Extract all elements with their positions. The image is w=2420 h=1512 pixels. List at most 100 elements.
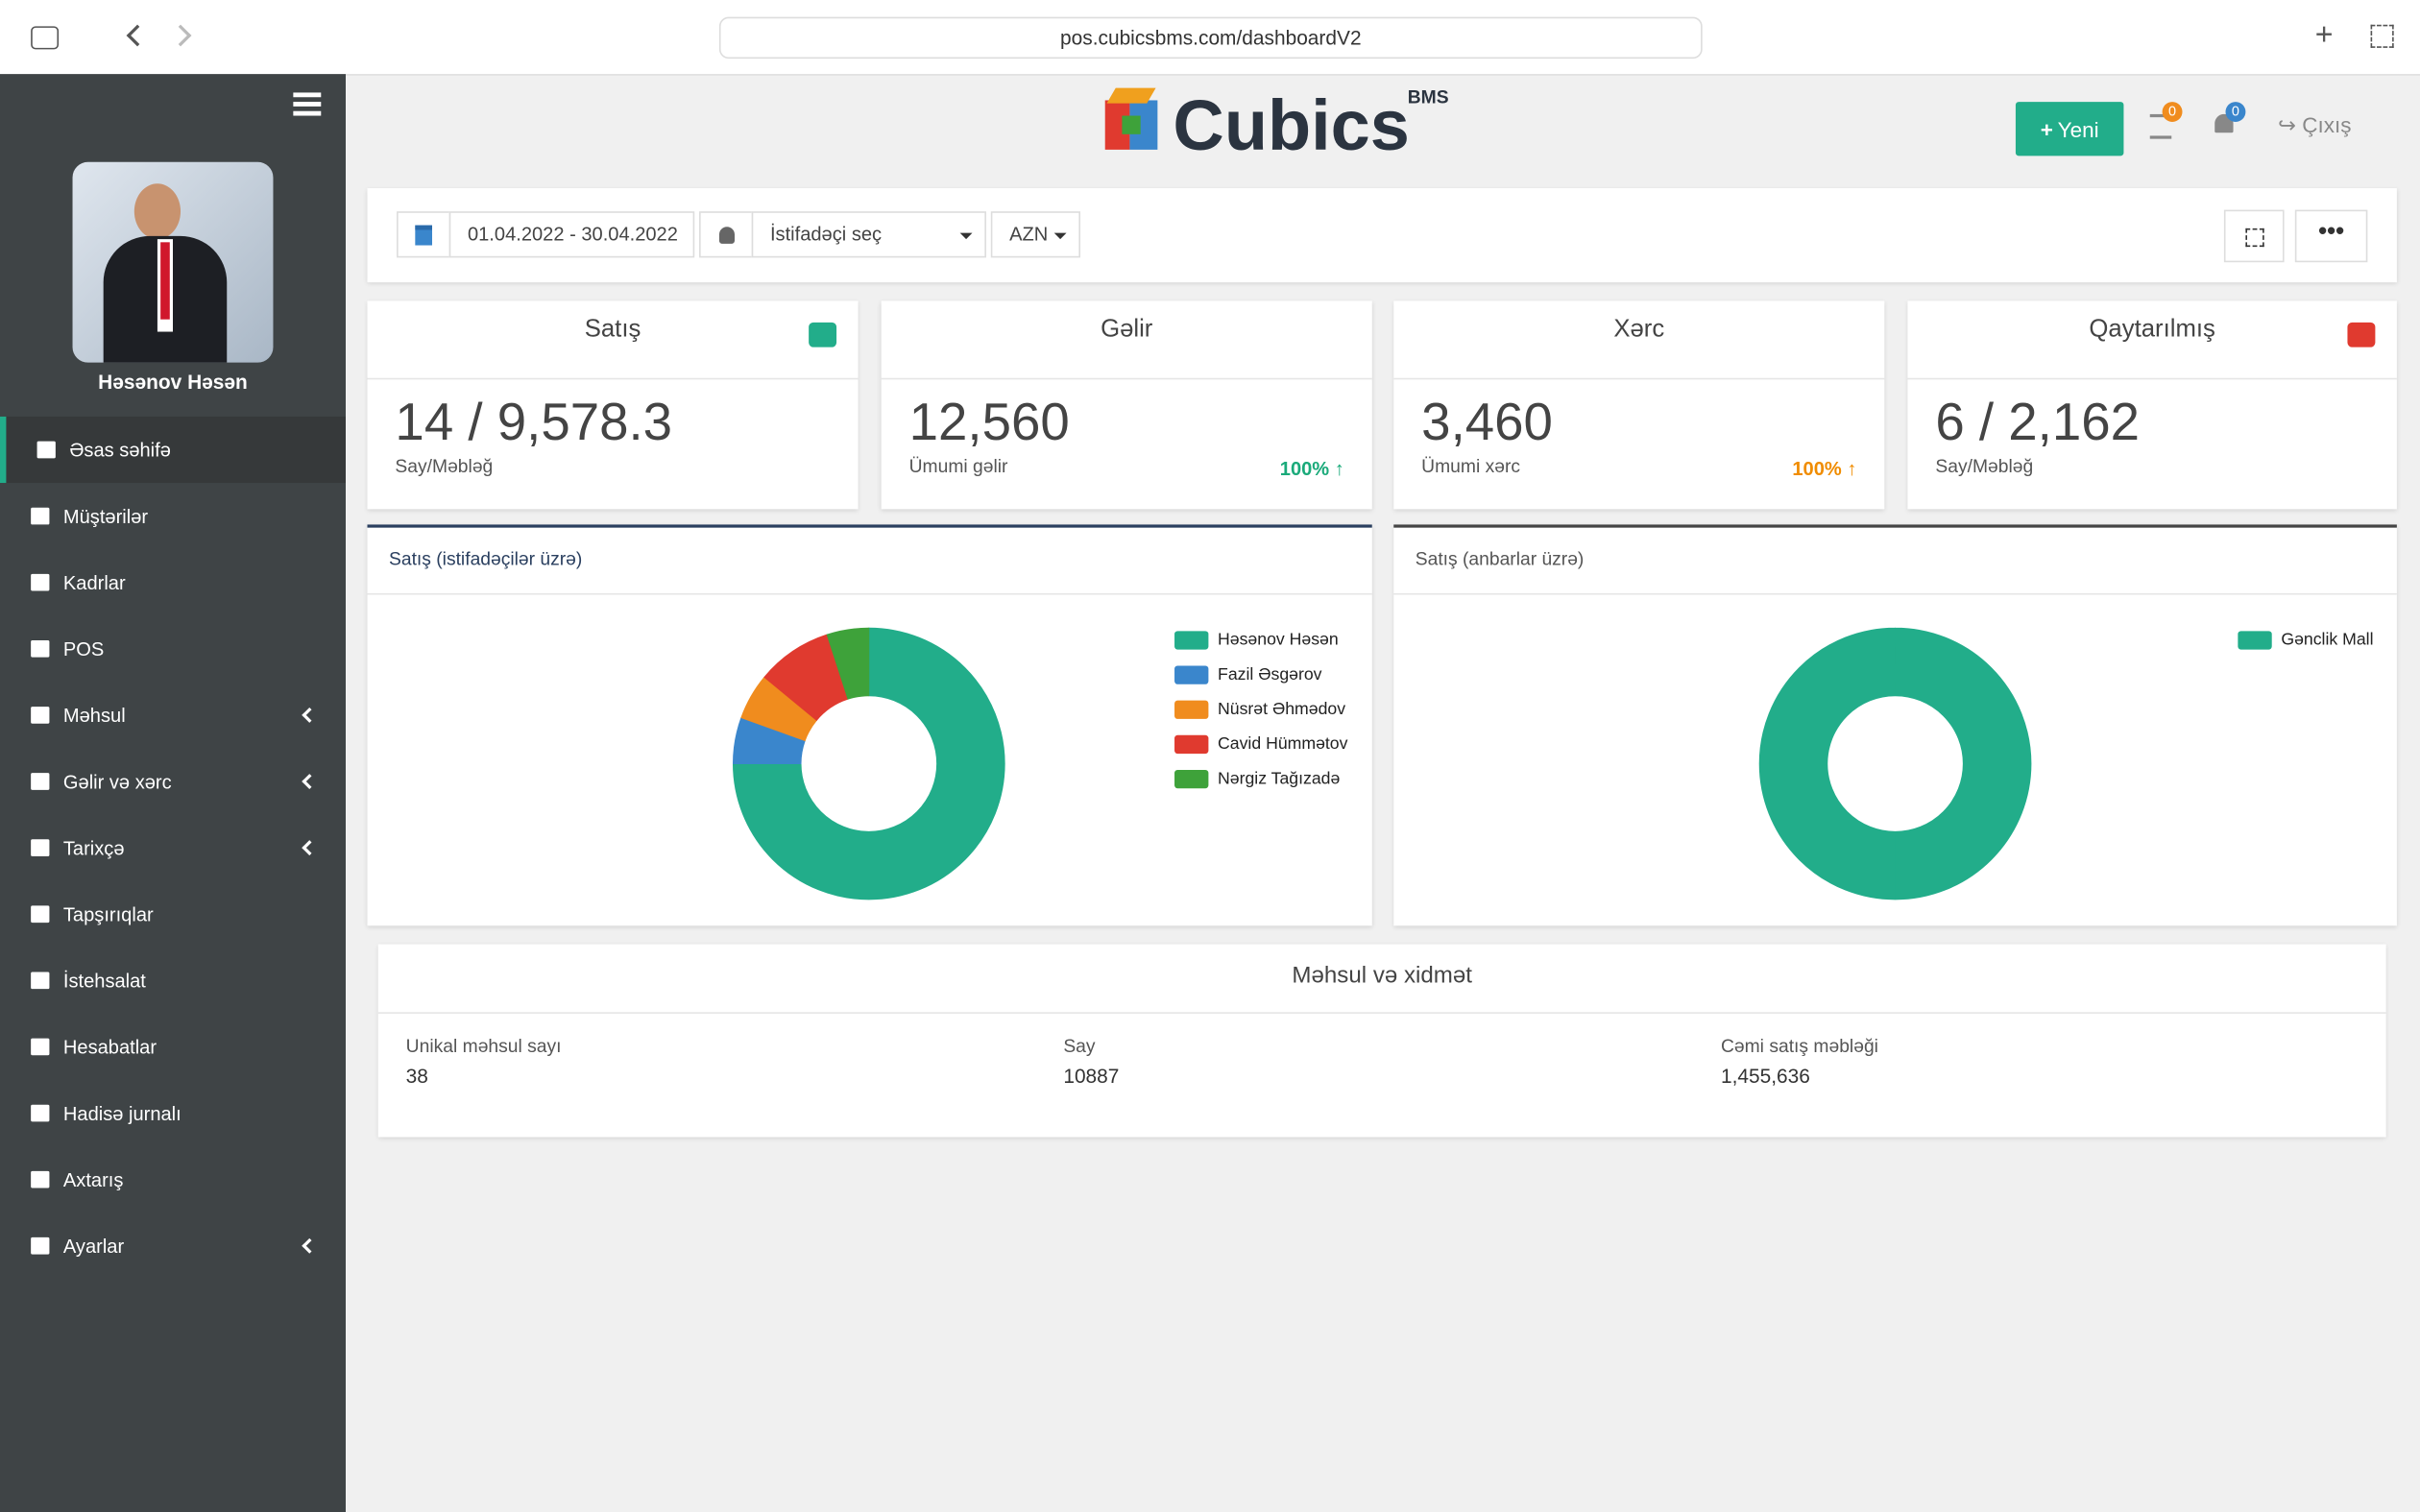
legend-swatch <box>1174 700 1209 719</box>
trend-icon: ↑ <box>1329 458 1344 480</box>
new-button[interactable]: + Yeni <box>2015 102 2124 156</box>
more-button[interactable]: ••• <box>2294 209 2368 263</box>
menu-item[interactable]: Ayarlar <box>0 1212 346 1279</box>
menu-toggle[interactable] <box>293 92 322 98</box>
menu-label: Tarixçə <box>62 836 125 859</box>
card-title: Gəlir <box>1101 316 1153 343</box>
change-value: 100% <box>1279 458 1330 480</box>
legend-swatch <box>1174 665 1209 684</box>
change-value: 100% <box>1792 458 1842 480</box>
menu-label: Müştərilər <box>62 505 149 527</box>
menu-icon <box>31 1038 50 1056</box>
date-range[interactable]: 01.04.2022 - 30.04.2022 <box>448 211 695 258</box>
card-subtitle: Say/Məbləğ <box>395 455 494 477</box>
menu-label: Axtarış <box>62 1168 124 1190</box>
legend-swatch <box>1174 769 1209 789</box>
menu-icon <box>31 839 50 856</box>
notification-badge: 0 <box>2225 102 2246 122</box>
tasks-icon[interactable] <box>2149 113 2172 139</box>
card-title: Qaytarılmış <box>2089 316 2215 343</box>
menu-label: İstehsalat <box>62 970 146 992</box>
trend-icon: ↑ <box>1841 458 1857 480</box>
tab-overview[interactable] <box>2370 24 2394 48</box>
menu-item[interactable]: Tapşırıqlar <box>0 881 346 948</box>
summary-label: Say <box>1063 1035 1096 1057</box>
donut-segment <box>732 627 1005 900</box>
menu-item[interactable]: Hesabatlar <box>0 1014 346 1080</box>
logo-sup: BMS <box>1407 86 1449 108</box>
menu-item[interactable]: Gəlir və xərc <box>0 748 346 814</box>
chart-title: Satış (anbarlar üzrə) <box>1416 549 1585 569</box>
menu-item[interactable]: Əsas səhifə <box>0 416 346 484</box>
avatar <box>72 161 274 363</box>
menu-icon <box>31 905 50 924</box>
card-value: 14 / 9,578.3 <box>395 393 673 452</box>
logo: Cubics <box>1173 84 1410 165</box>
menu-label: POS <box>62 637 105 660</box>
logo-icon <box>1104 87 1161 159</box>
menu-icon <box>36 441 56 459</box>
currency-text: AZN <box>1009 224 1049 246</box>
menu-label: Hadisə jurnalı <box>62 1102 182 1124</box>
card-change: 100% ↑ <box>1792 458 1856 480</box>
menu-item[interactable]: Hadisə jurnalı <box>0 1080 346 1146</box>
menu-icon <box>31 1236 50 1255</box>
card-value: 3,460 <box>1421 393 1553 452</box>
card-title: Satış <box>584 316 641 343</box>
user-icon[interactable] <box>699 211 754 258</box>
logout[interactable]: ↪ Çıxış <box>2278 112 2352 138</box>
menu-label: Hesabatlar <box>62 1036 157 1058</box>
summary-panel: Məhsul və xidmət Unikal məhsul sayı 38 Say… <box>377 944 2386 1138</box>
new-tab[interactable]: + <box>2314 18 2334 53</box>
legend-label: Həsənov Həsən <box>1218 630 1339 649</box>
stat-card: Gəlir 12,560 Ümumi gəlir 100% ↑ <box>881 300 1372 510</box>
divider <box>367 377 859 380</box>
menu-item[interactable]: Axtarış <box>0 1146 346 1212</box>
stat-card: Xərc 3,460 Ümumi xərc 100% ↑ <box>1393 300 1885 510</box>
menu-item[interactable]: Tarixçə <box>0 815 346 881</box>
menu-icon <box>31 1104 50 1122</box>
url: pos.cubicsbms.com/dashboardV2 <box>1060 26 1362 50</box>
menu-item[interactable]: Məhsul <box>0 682 346 748</box>
menu-icon <box>31 972 50 990</box>
menu-icon <box>31 507 50 525</box>
legend-label: Fazil Əsgərov <box>1218 664 1322 684</box>
divider <box>1907 377 2397 380</box>
menu-item[interactable]: Müştərilər <box>0 483 346 549</box>
summary-label: Unikal məhsul sayı <box>405 1035 562 1057</box>
menu-icon <box>31 707 50 724</box>
summary-title: Məhsul və xidmət <box>1292 962 1472 990</box>
menu-icon <box>31 773 50 790</box>
donut-segment <box>826 627 870 700</box>
stat-card: Qaytarılmış 6 / 2,162 Say/Məbləğ <box>1907 300 2397 510</box>
browser-toolbar: pos.cubicsbms.com/dashboardV2 + <box>0 0 2420 76</box>
summary-value: 1,455,636 <box>1720 1064 1810 1089</box>
date-range-text: 01.04.2022 - 30.04.2022 <box>467 224 678 246</box>
menu-label: Kadrlar <box>62 571 126 593</box>
summary-value: 10887 <box>1063 1064 1120 1089</box>
donut-segment <box>1758 627 2032 900</box>
legend-swatch <box>1174 631 1209 650</box>
address-bar[interactable]: pos.cubicsbms.com/dashboardV2 <box>718 16 1703 60</box>
tasks-badge: 0 <box>2162 102 2183 122</box>
menu-icon <box>31 573 50 591</box>
thumbs-down <box>2347 322 2376 348</box>
legend-swatch <box>2238 631 2272 650</box>
menu-label: Əsas səhifə <box>69 439 171 461</box>
logout-label: Çıxış <box>2302 112 2352 138</box>
menu-item[interactable]: POS <box>0 615 346 682</box>
currency-select[interactable]: AZN <box>990 211 1080 258</box>
menu-item[interactable]: İstehsalat <box>0 948 346 1014</box>
menu-item[interactable]: Kadrlar <box>0 549 346 615</box>
user-select[interactable]: İstifadəçi seç <box>751 211 986 258</box>
card-change: 100% ↑ <box>1280 458 1344 480</box>
sidebar-toggle[interactable] <box>31 26 60 50</box>
legend-label: Cavid Hümmətov <box>1218 733 1348 753</box>
summary-label: Cəmi satış məbləği <box>1720 1035 1878 1057</box>
calendar-icon[interactable] <box>397 211 451 258</box>
fullscreen-button[interactable] <box>2223 209 2285 263</box>
menu-icon <box>31 1170 50 1188</box>
